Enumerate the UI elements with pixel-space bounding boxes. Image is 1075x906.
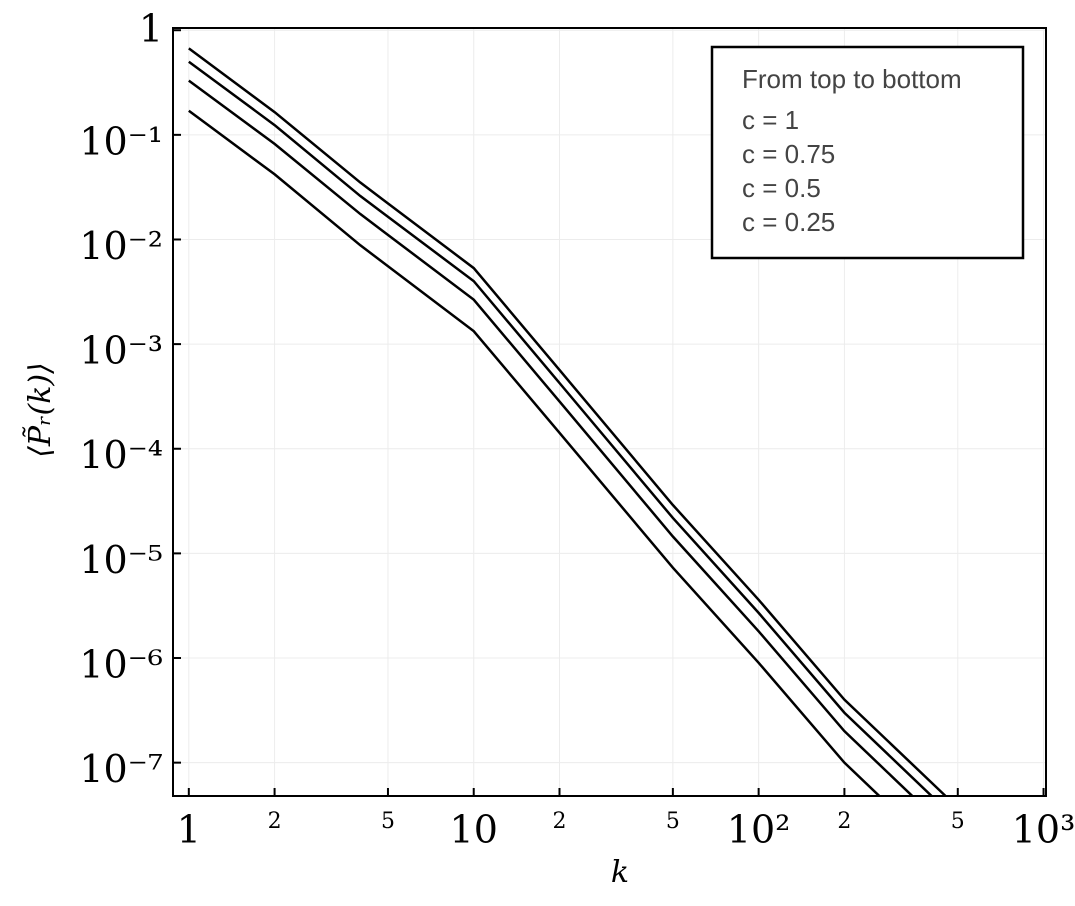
- x-tick-label: 5: [381, 809, 395, 834]
- y-tick-label: 10⁻⁵: [79, 538, 163, 582]
- line-series: [188, 109, 881, 795]
- x-tick-label: 5: [951, 809, 965, 834]
- y-tick-label: 1: [139, 7, 163, 51]
- legend-title: From top to bottom: [742, 64, 962, 94]
- line-series: [188, 60, 933, 795]
- y-tick-label: 10⁻¹: [79, 119, 163, 163]
- x-tick-label: 10³: [1012, 808, 1075, 852]
- x-tick-label: 10²: [727, 808, 791, 852]
- y-tick-label: 10⁻⁶: [79, 643, 163, 687]
- legend-entry: c = 0.25: [742, 207, 835, 237]
- legend-entry: c = 0.75: [742, 139, 835, 169]
- x-tick-label: 10: [450, 808, 498, 852]
- plot-lines: [188, 47, 947, 795]
- x-tick-label: 2: [837, 809, 851, 834]
- x-tick-label: 1: [177, 808, 201, 852]
- x-tick-label: 2: [552, 809, 566, 834]
- line-series: [188, 79, 914, 795]
- plot-frame: [172, 27, 1047, 797]
- legend-box: [710, 45, 1025, 260]
- x-axis-label: k: [611, 855, 629, 890]
- legend-entry: c = 1: [742, 105, 799, 135]
- y-tick-label: 10⁻⁴: [79, 433, 163, 477]
- y-tick-label: 10⁻³: [79, 329, 163, 373]
- y-axis-label: ⟨P̃ᵣ(k)⟩: [23, 362, 58, 458]
- x-tick-label: 5: [666, 809, 680, 834]
- line-series: [188, 47, 947, 795]
- legend-entry: c = 0.5: [742, 173, 821, 203]
- y-tick-label: 10⁻²: [79, 224, 163, 268]
- x-tick-label: 2: [268, 809, 282, 834]
- ticks: 1 2 5 10 2 5 10² 2 5 10³ 1 10⁻¹ 10⁻² 10⁻³ 10⁻⁴ 10⁻⁵ 10⁻⁶…: [79, 7, 1075, 852]
- y-tick-label: 10⁻⁷: [79, 747, 163, 791]
